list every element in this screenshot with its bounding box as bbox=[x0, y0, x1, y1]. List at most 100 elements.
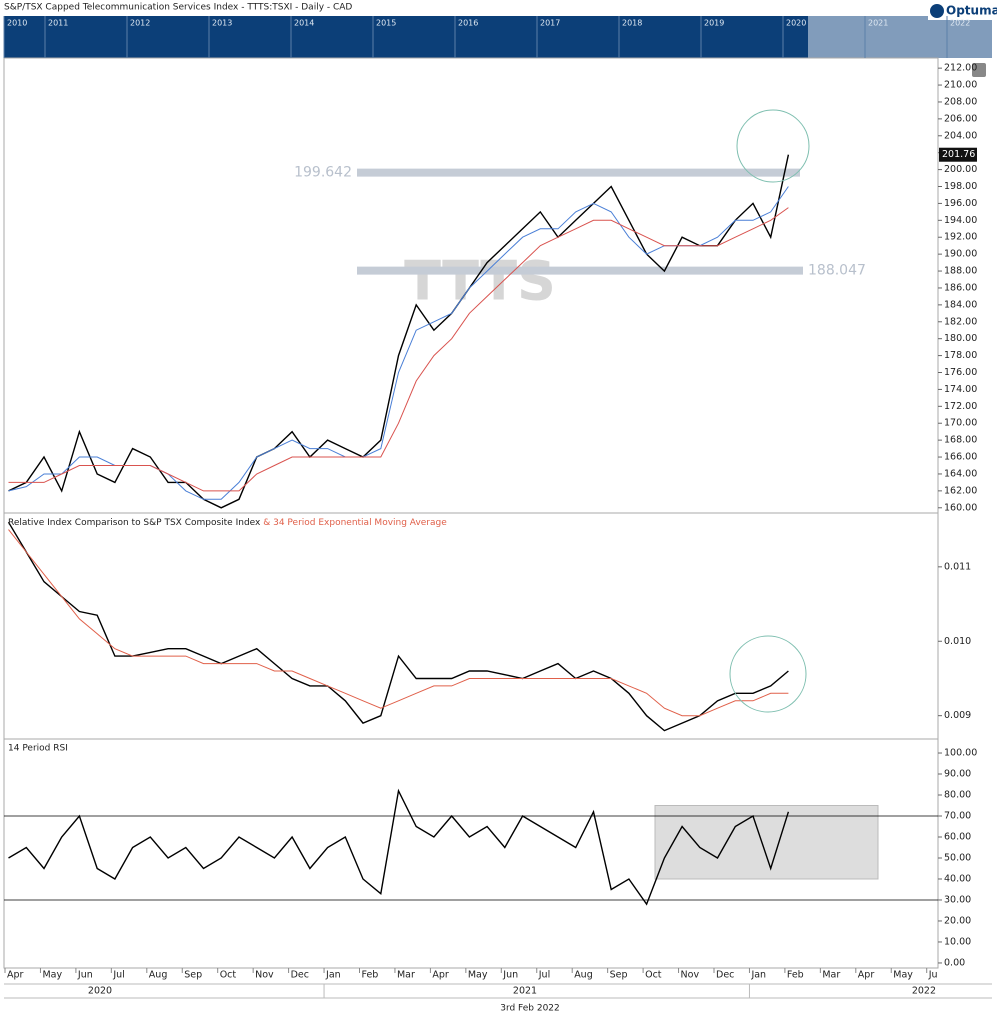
y-tick-label: 186.00 bbox=[944, 282, 977, 293]
y-tick-label: 210.00 bbox=[944, 80, 977, 91]
navigator-year: 2015 bbox=[376, 19, 396, 28]
y-tick-label: 198.00 bbox=[944, 181, 977, 192]
y-tick-label: 196.00 bbox=[944, 198, 977, 209]
x-tick-label: Feb bbox=[362, 970, 379, 981]
x-tick-label: Jan bbox=[325, 970, 341, 981]
y-tick-label: 162.00 bbox=[944, 485, 977, 496]
y-tick-label: 80.00 bbox=[944, 790, 971, 801]
y-tick-label: 190.00 bbox=[944, 249, 977, 260]
y-tick-label: 168.00 bbox=[944, 435, 977, 446]
y-tick-label: 204.00 bbox=[944, 130, 977, 141]
y-tick-label: 30.00 bbox=[944, 894, 971, 905]
y-tick-label: 0.00 bbox=[944, 957, 965, 968]
y-tick-label: 192.00 bbox=[944, 232, 977, 243]
y-tick-label: 200.00 bbox=[944, 164, 977, 175]
navigator-year: 2019 bbox=[704, 19, 724, 28]
legend-entry: Relative Index Comparison to S&P TSX Com… bbox=[8, 518, 261, 528]
navigator-year: 2016 bbox=[458, 19, 478, 28]
series-line bbox=[8, 154, 790, 509]
navigator-year: 2018 bbox=[622, 19, 642, 28]
y-tick-label: 0.011 bbox=[944, 561, 971, 572]
last-value-tag bbox=[939, 147, 977, 162]
lock-icon[interactable] bbox=[972, 63, 986, 77]
date-label: 3rd Feb 2022 bbox=[500, 1004, 560, 1014]
chart-title: S&P/TSX Capped Telecommunication Service… bbox=[4, 3, 352, 13]
x-tick-label: Nov bbox=[681, 970, 700, 981]
brand: Optuma bbox=[946, 4, 997, 18]
watermark: TTTS bbox=[404, 250, 556, 313]
y-tick-label: 176.00 bbox=[944, 367, 977, 378]
x-year-label: 2021 bbox=[513, 986, 537, 997]
brand-icon bbox=[930, 4, 944, 18]
y-tick-label: 188.00 bbox=[944, 266, 977, 277]
legend-entry: & 34 Period Exponential Moving Average bbox=[260, 518, 447, 528]
x-year-label: 2022 bbox=[912, 986, 936, 997]
y-tick-label: 170.00 bbox=[944, 418, 977, 429]
y-tick-label: 172.00 bbox=[944, 401, 977, 412]
legend: Relative Index Comparison to S&P TSX Com… bbox=[8, 518, 447, 528]
y-tick-label: 60.00 bbox=[944, 831, 971, 842]
navigator-year: 2020 bbox=[786, 19, 806, 28]
y-tick-label: 208.00 bbox=[944, 96, 977, 107]
y-tick-label: 100.00 bbox=[944, 748, 977, 759]
y-tick-label: 160.00 bbox=[944, 502, 977, 513]
level-label: 188.047 bbox=[808, 263, 866, 279]
panel: TTTS bbox=[8, 154, 803, 509]
navigator-year: 2013 bbox=[212, 19, 232, 28]
panel bbox=[7, 521, 789, 732]
x-tick-label: Feb bbox=[787, 970, 804, 981]
y-tick-label: 206.00 bbox=[944, 113, 977, 124]
level-label: 199.642 bbox=[294, 165, 352, 181]
navigator-year: 2017 bbox=[540, 19, 560, 28]
y-tick-label: 90.00 bbox=[944, 769, 971, 780]
y-tick-label: 174.00 bbox=[944, 384, 977, 395]
x-tick-label: Oct bbox=[220, 970, 237, 981]
x-tick-label: May bbox=[42, 970, 62, 981]
x-tick-label: Sep bbox=[610, 970, 628, 981]
panel-title: 14 Period RSI bbox=[8, 744, 68, 754]
series-line bbox=[8, 207, 789, 492]
x-tick-label: Jul bbox=[112, 970, 124, 981]
y-tick-label: 0.009 bbox=[944, 710, 971, 721]
x-tick-label: Jan bbox=[750, 970, 766, 981]
navigator-year: 2014 bbox=[294, 19, 314, 28]
x-tick-label: Apr bbox=[432, 970, 449, 981]
y-tick-label: 182.00 bbox=[944, 316, 977, 327]
y-tick-label: 194.00 bbox=[944, 215, 977, 226]
y-tick-label: 180.00 bbox=[944, 333, 977, 344]
y-tick-label: 212.00 bbox=[944, 63, 977, 74]
x-tick-label: May bbox=[893, 970, 913, 981]
navigator-year: 2010 bbox=[7, 19, 27, 28]
highlight-circle bbox=[736, 109, 810, 183]
x-year-label: 2020 bbox=[88, 986, 112, 997]
x-tick-label: Ju bbox=[928, 970, 938, 981]
x-tick-label: Mar bbox=[397, 970, 415, 981]
y-tick-label: 10.00 bbox=[944, 936, 971, 947]
x-tick-label: Jun bbox=[502, 970, 518, 981]
y-tick-label: 20.00 bbox=[944, 915, 971, 926]
x-tick-label: Oct bbox=[645, 970, 662, 981]
x-tick-label: Dec bbox=[716, 970, 734, 981]
last-value: 201.76 bbox=[942, 149, 975, 160]
x-tick-label: Nov bbox=[255, 970, 274, 981]
highlight-circle bbox=[729, 635, 807, 713]
brand-box bbox=[928, 2, 994, 20]
y-tick-label: 178.00 bbox=[944, 350, 977, 361]
x-tick-label: Apr bbox=[7, 970, 24, 981]
y-tick-label: 50.00 bbox=[944, 852, 971, 863]
x-tick-label: Apr bbox=[858, 970, 875, 981]
navigator-window[interactable] bbox=[808, 16, 992, 58]
y-tick-label: 164.00 bbox=[944, 468, 977, 479]
y-tick-label: 70.00 bbox=[944, 811, 971, 822]
navigator-year: 2011 bbox=[48, 19, 68, 28]
series-line bbox=[8, 529, 789, 717]
x-tick-label: Jun bbox=[77, 970, 93, 981]
y-tick-label: 0.010 bbox=[944, 636, 971, 647]
shaded-range bbox=[654, 805, 879, 880]
navigator-year: 2021 bbox=[868, 19, 888, 28]
x-tick-label: Jul bbox=[538, 970, 550, 981]
y-tick-label: 166.00 bbox=[944, 452, 977, 463]
y-tick-label: 40.00 bbox=[944, 873, 971, 884]
x-tick-label: Dec bbox=[291, 970, 309, 981]
